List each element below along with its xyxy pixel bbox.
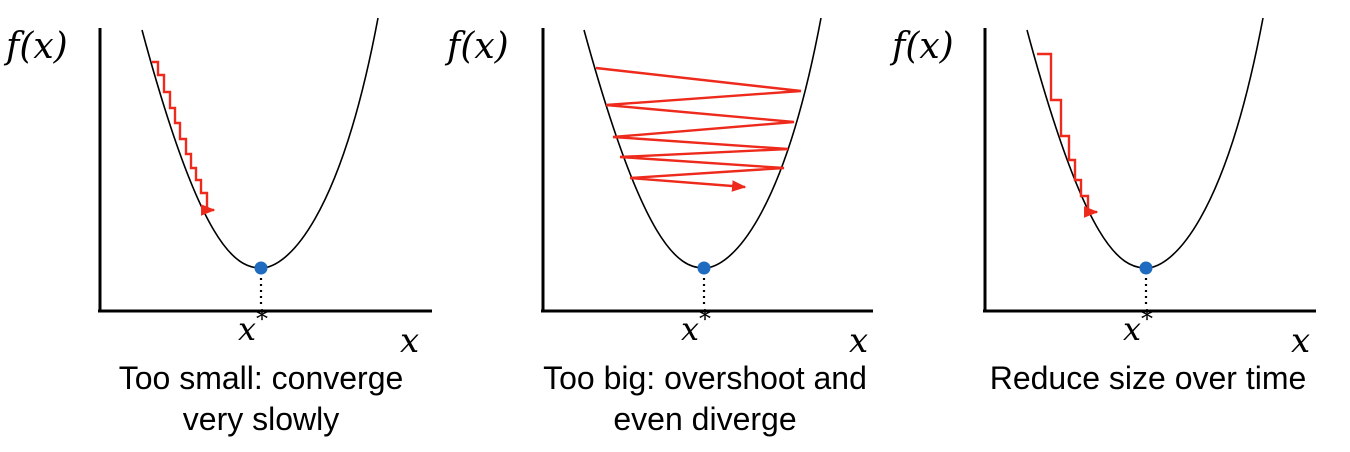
x-star-label: x* [1123, 305, 1153, 348]
panel-too-small: f(x) x* x Too small: converge very slowl… [3, 17, 432, 437]
caption-line1: Reduce size over time [990, 360, 1307, 396]
loss-curve [1026, 17, 1264, 269]
x-star-label: x* [681, 305, 711, 348]
caption-line2: very slowly [183, 401, 339, 437]
panel-reduce-size: f(x) x* x Reduce size over time [889, 17, 1316, 396]
loss-curve [141, 17, 379, 269]
caption-line2: even diverge [613, 401, 796, 437]
y-axis-label: f(x) [889, 26, 954, 67]
x-axis-label: x [849, 321, 868, 361]
x-axis-label: x [1291, 321, 1310, 361]
minimum-point [254, 261, 268, 275]
caption-line1: Too small: converge [119, 360, 404, 396]
y-axis-label: f(x) [444, 26, 509, 67]
gradient-steps [152, 60, 216, 216]
x-axis-label: x [400, 321, 419, 361]
minimum-point [697, 261, 711, 275]
gradient-steps [595, 66, 802, 192]
gradient-steps [1037, 52, 1099, 218]
y-axis-label: f(x) [3, 26, 68, 67]
panel-too-big: f(x) x* x Too big: overshoot and even di… [444, 17, 873, 437]
minimum-point [1139, 261, 1153, 275]
x-star-label: x* [238, 305, 268, 348]
caption-line1: Too big: overshoot and [543, 360, 867, 396]
